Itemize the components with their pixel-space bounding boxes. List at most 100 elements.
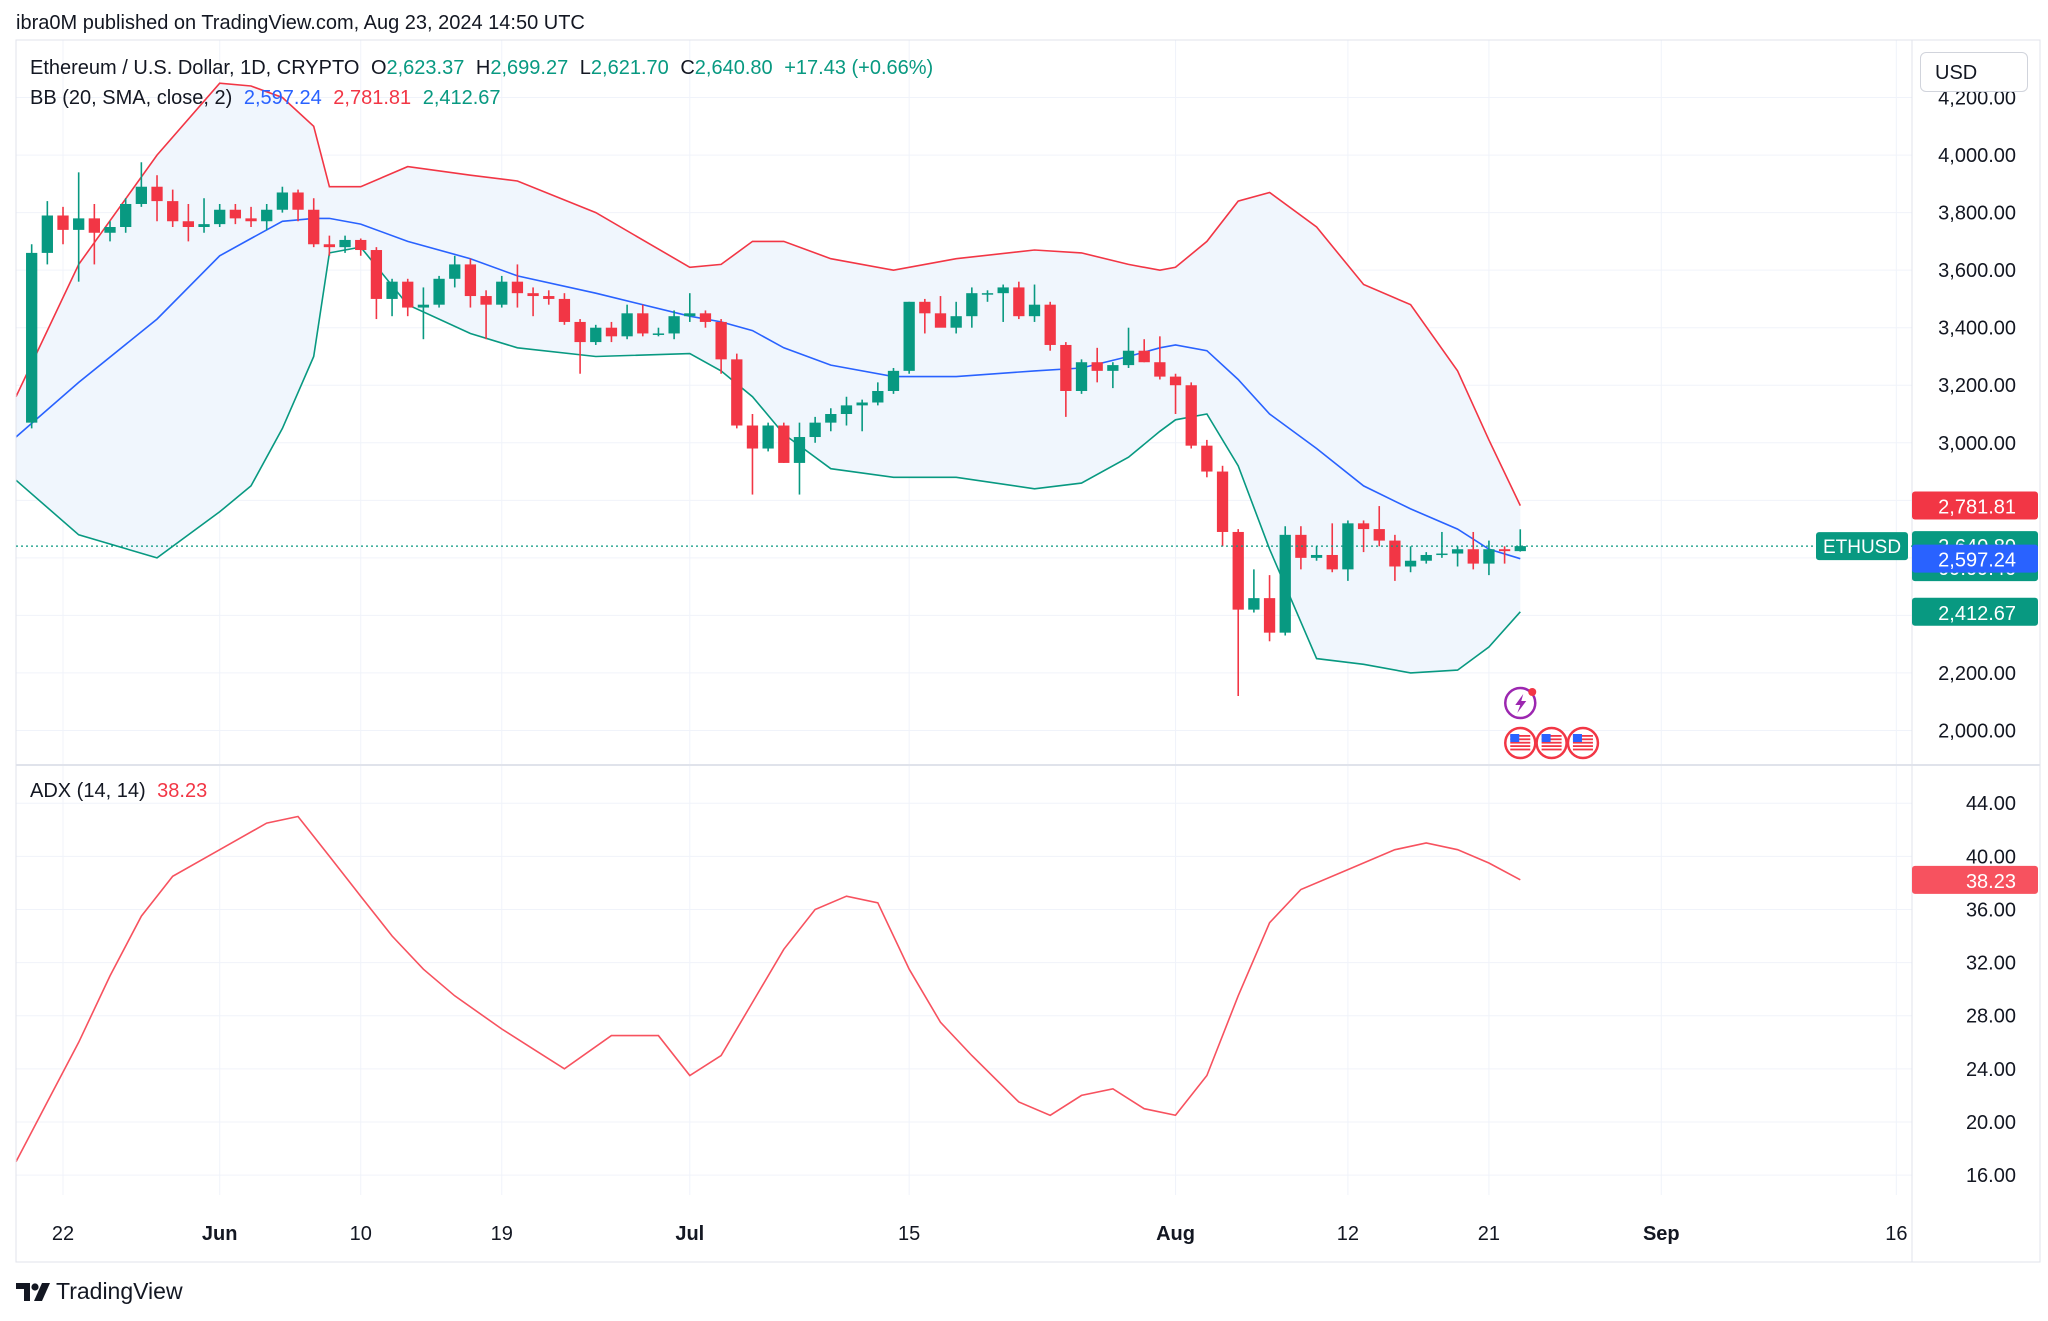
us-flag-icon[interactable]	[1566, 726, 1600, 760]
us-flag-icon[interactable]	[1504, 726, 1537, 760]
bb-upper-price-tag[interactable]: 2,781.81	[1912, 491, 2038, 520]
candle[interactable]	[1060, 342, 1072, 417]
candle[interactable]	[323, 235, 336, 256]
candle[interactable]	[1138, 339, 1150, 363]
candle[interactable]	[605, 321, 618, 343]
candle[interactable]	[1389, 534, 1401, 581]
candle[interactable]	[793, 422, 806, 495]
candle[interactable]	[950, 301, 962, 334]
candle[interactable]	[1279, 526, 1291, 636]
symbol-label[interactable]: Ethereum / U.S. Dollar, 1D, CRYPTO	[30, 57, 360, 79]
candle[interactable]	[558, 293, 571, 325]
candle[interactable]	[1404, 546, 1417, 573]
candle[interactable]	[182, 203, 195, 242]
candle[interactable]	[1420, 552, 1432, 564]
candle[interactable]	[480, 290, 492, 340]
lightning-icon[interactable]	[1504, 686, 1537, 720]
adx-value-tag[interactable]: 38.23	[1912, 865, 2038, 894]
bb-lower-line[interactable]	[15, 246, 1521, 674]
candle[interactable]	[872, 382, 884, 406]
adx-line[interactable]	[15, 815, 1521, 1163]
candle[interactable]	[1451, 546, 1464, 567]
candle[interactable]	[151, 175, 163, 222]
candle[interactable]	[135, 162, 147, 207]
candle[interactable]	[1373, 506, 1385, 547]
candle[interactable]	[997, 284, 1009, 322]
candle[interactable]	[276, 186, 289, 213]
candle[interactable]	[1467, 531, 1479, 570]
candle[interactable]	[1201, 439, 1213, 478]
symbol-price-badge[interactable]: ETHUSD	[1816, 532, 1908, 561]
candle[interactable]	[339, 235, 351, 253]
candle[interactable]	[1357, 520, 1370, 553]
candle[interactable]	[1514, 529, 1526, 552]
candle[interactable]	[464, 258, 477, 308]
candle[interactable]	[308, 198, 320, 248]
candle[interactable]	[245, 206, 257, 228]
candle[interactable]	[402, 278, 414, 317]
candle[interactable]	[903, 301, 915, 374]
us-flag-icon[interactable]	[1535, 726, 1568, 760]
candle[interactable]	[73, 172, 85, 282]
candle[interactable]	[621, 304, 633, 340]
bb-upper-line[interactable]	[15, 82, 1522, 506]
bb-basis-price-tag[interactable]: 2,597.24	[1912, 544, 2038, 573]
candle[interactable]	[1310, 546, 1323, 561]
candle[interactable]	[919, 298, 931, 334]
candle[interactable]	[1216, 465, 1229, 547]
candle[interactable]	[856, 399, 868, 432]
candle[interactable]	[746, 414, 759, 495]
adx-label[interactable]: ADX (14, 14)	[30, 780, 146, 802]
candle[interactable]	[496, 275, 508, 308]
candle[interactable]	[1248, 569, 1260, 613]
candle[interactable]	[355, 238, 367, 256]
candle[interactable]	[1295, 526, 1307, 570]
candle[interactable]	[1326, 523, 1338, 573]
candle[interactable]	[590, 324, 602, 345]
candle[interactable]	[1013, 281, 1025, 320]
candle[interactable]	[198, 198, 210, 233]
candle[interactable]	[684, 293, 696, 322]
candle[interactable]	[715, 319, 727, 374]
candle[interactable]	[449, 255, 461, 288]
candle[interactable]	[229, 203, 242, 225]
candle[interactable]	[762, 422, 774, 452]
candle[interactable]	[652, 327, 665, 337]
candle[interactable]	[1436, 531, 1448, 558]
candle[interactable]	[887, 367, 900, 394]
candle[interactable]	[26, 244, 38, 429]
candle[interactable]	[825, 408, 837, 432]
candle[interactable]	[1263, 575, 1276, 642]
bb-label[interactable]: BB (20, SMA, close, 2)	[30, 87, 233, 109]
candle[interactable]	[1483, 540, 1495, 576]
candle[interactable]	[699, 310, 712, 328]
candle[interactable]	[214, 203, 226, 228]
candle[interactable]	[1028, 284, 1041, 322]
bb-lower-price-tag[interactable]: 2,412.67	[1912, 597, 2038, 626]
candle[interactable]	[668, 310, 680, 340]
candle[interactable]	[417, 287, 430, 340]
candle[interactable]	[1154, 336, 1166, 380]
candle[interactable]	[386, 278, 398, 317]
candle[interactable]	[731, 353, 743, 429]
candle[interactable]	[1122, 327, 1135, 368]
candle[interactable]	[1169, 373, 1182, 415]
candle[interactable]	[1232, 529, 1244, 696]
candle[interactable]	[511, 264, 524, 308]
candle[interactable]	[527, 287, 539, 317]
candle[interactable]	[1075, 359, 1088, 394]
currency-selector[interactable]: USD	[1920, 52, 2028, 92]
candle[interactable]	[261, 203, 273, 230]
candle[interactable]	[1044, 301, 1056, 351]
candle[interactable]	[966, 287, 978, 328]
candle[interactable]	[981, 290, 994, 302]
candle[interactable]	[370, 247, 383, 320]
candle[interactable]	[934, 296, 947, 328]
candle[interactable]	[543, 290, 555, 305]
candle[interactable]	[88, 203, 100, 265]
candle[interactable]	[574, 319, 586, 374]
candle[interactable]	[637, 304, 649, 337]
candle[interactable]	[1091, 347, 1103, 383]
candle[interactable]	[57, 206, 69, 245]
